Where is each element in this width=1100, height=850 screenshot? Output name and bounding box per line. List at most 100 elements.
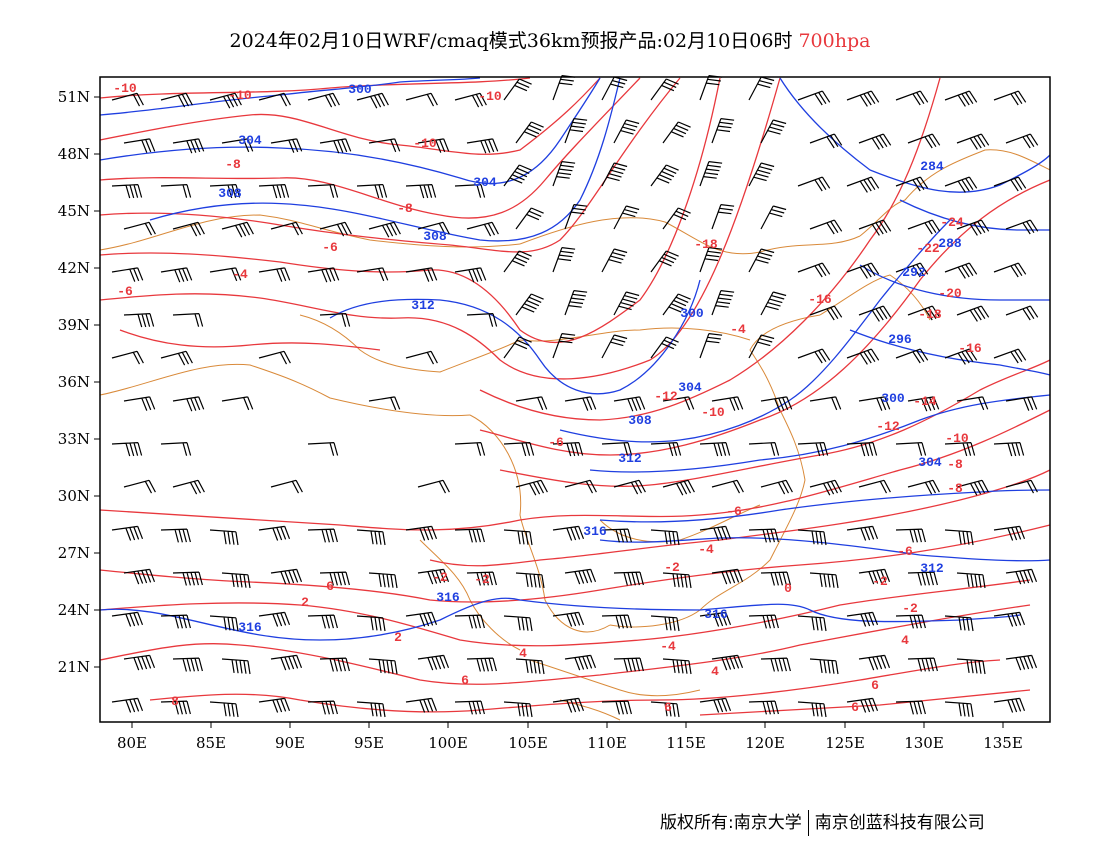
wind-barb — [368, 396, 401, 411]
wind-barb — [160, 700, 191, 715]
wind-barb — [319, 138, 352, 154]
wind-barb — [601, 442, 633, 456]
wind-barb — [711, 204, 735, 230]
wind-barb — [209, 184, 241, 199]
wind-barb — [699, 75, 723, 101]
isotherm-line — [499, 359, 1051, 487]
wind-barb — [748, 162, 775, 187]
lat-label: 39N — [58, 316, 90, 334]
wind-barb — [417, 138, 450, 153]
lon-label: 125E — [825, 734, 865, 752]
isotherm-label: 6 — [851, 700, 859, 715]
geopotential-label: 284 — [920, 159, 944, 174]
geopotential-label: 308 — [628, 413, 652, 428]
wind-barb — [613, 657, 644, 672]
wind-barb — [515, 479, 548, 496]
wind-barb — [307, 442, 339, 456]
wind-barb — [895, 176, 929, 192]
wind-barb — [956, 396, 989, 411]
lat-label: 42N — [58, 259, 90, 277]
wind-barb — [270, 138, 303, 153]
wind-barb — [650, 336, 679, 359]
wind-barb — [503, 701, 533, 718]
wind-barb — [552, 161, 576, 187]
wind-barb — [858, 654, 891, 671]
wind-barb — [503, 529, 533, 546]
footer-right: 南京创蓝科技有限公司 — [814, 813, 985, 833]
isotherm-label: -2 — [902, 601, 918, 616]
wind-barb — [209, 267, 242, 282]
geopotential-label: 312 — [618, 451, 642, 466]
lat-label: 36N — [58, 373, 90, 391]
wind-barb — [699, 161, 723, 187]
wind-barb — [515, 658, 545, 675]
wind-barb — [111, 267, 144, 282]
wind-barb — [662, 572, 692, 589]
wind-barb — [748, 528, 779, 543]
wind-barb — [564, 654, 597, 671]
wind-barb — [613, 291, 640, 316]
wind-barb — [123, 479, 156, 494]
wind-barb — [797, 529, 827, 546]
wind-barb — [552, 697, 585, 713]
wind-barb — [172, 221, 205, 237]
wind-barb — [711, 654, 744, 671]
wind-barb — [895, 614, 926, 629]
wind-barb — [650, 250, 679, 273]
geopotential-label: 312 — [920, 561, 944, 576]
wind-barb — [515, 396, 548, 411]
wind-barb — [417, 479, 450, 494]
isotherm-label: -10 — [701, 405, 725, 420]
wind-barb — [503, 250, 532, 273]
isotherm-label: 6 — [871, 678, 879, 693]
isotherm-label: 2 — [394, 630, 402, 645]
map-title: 2024年02月10日WRF/cmaq模式36km预报产品:02月10日06时 7… — [0, 26, 1100, 53]
wind-barb — [307, 528, 338, 543]
isotherm-label: -6 — [117, 284, 133, 299]
isotherm-label: 6 — [326, 579, 334, 594]
lat-label: 21N — [58, 658, 90, 676]
wind-barb — [270, 568, 303, 585]
wind-barb — [123, 221, 156, 236]
wind-barb — [258, 697, 291, 713]
wind-barb — [270, 221, 303, 236]
wind-barb — [258, 92, 291, 107]
isotherm-label: -6 — [322, 240, 338, 255]
wind-barb — [846, 90, 880, 107]
wind-barb — [417, 221, 450, 236]
lon-label: 110E — [587, 734, 627, 752]
isotherm-line — [479, 77, 941, 421]
wind-barb — [1005, 305, 1039, 321]
wind-barb — [405, 697, 438, 713]
isotherm-label: -8 — [947, 457, 963, 472]
isotherm-line — [149, 659, 1001, 713]
wind-barb — [944, 176, 978, 193]
isotherm-label: -16 — [808, 292, 832, 307]
wind-barb — [466, 138, 499, 154]
wind-barb — [662, 121, 691, 144]
geopotential-line — [99, 597, 1021, 641]
wind-barb — [454, 267, 487, 283]
geopotential-label: 304 — [918, 455, 942, 470]
wind-barb — [711, 568, 744, 585]
isotherm-label: -8 — [947, 481, 963, 496]
lon-label: 105E — [508, 734, 548, 752]
wind-barb — [601, 76, 628, 101]
isotherm-label: -12 — [654, 389, 678, 404]
wind-barb — [907, 219, 941, 235]
wind-barb — [809, 133, 843, 149]
geopotential-label: 316 — [238, 620, 262, 635]
wind-barb — [172, 313, 204, 327]
lon-label: 90E — [275, 734, 305, 752]
axis-ticks: 51N 48N 45N 42N 39N 36N 33N 30N 27N 24N 21N 80E 85E 9… — [58, 88, 1023, 752]
wind-barb — [846, 176, 880, 193]
wind-barb — [809, 658, 839, 675]
wind-barb — [650, 78, 679, 101]
geopotential-line — [589, 394, 1051, 473]
wind-barb — [356, 615, 386, 632]
wind-barb — [466, 221, 499, 237]
wind-barb — [809, 479, 842, 496]
wind-barb — [552, 525, 585, 541]
wind-barb — [209, 701, 239, 718]
wind-barb — [601, 162, 628, 187]
